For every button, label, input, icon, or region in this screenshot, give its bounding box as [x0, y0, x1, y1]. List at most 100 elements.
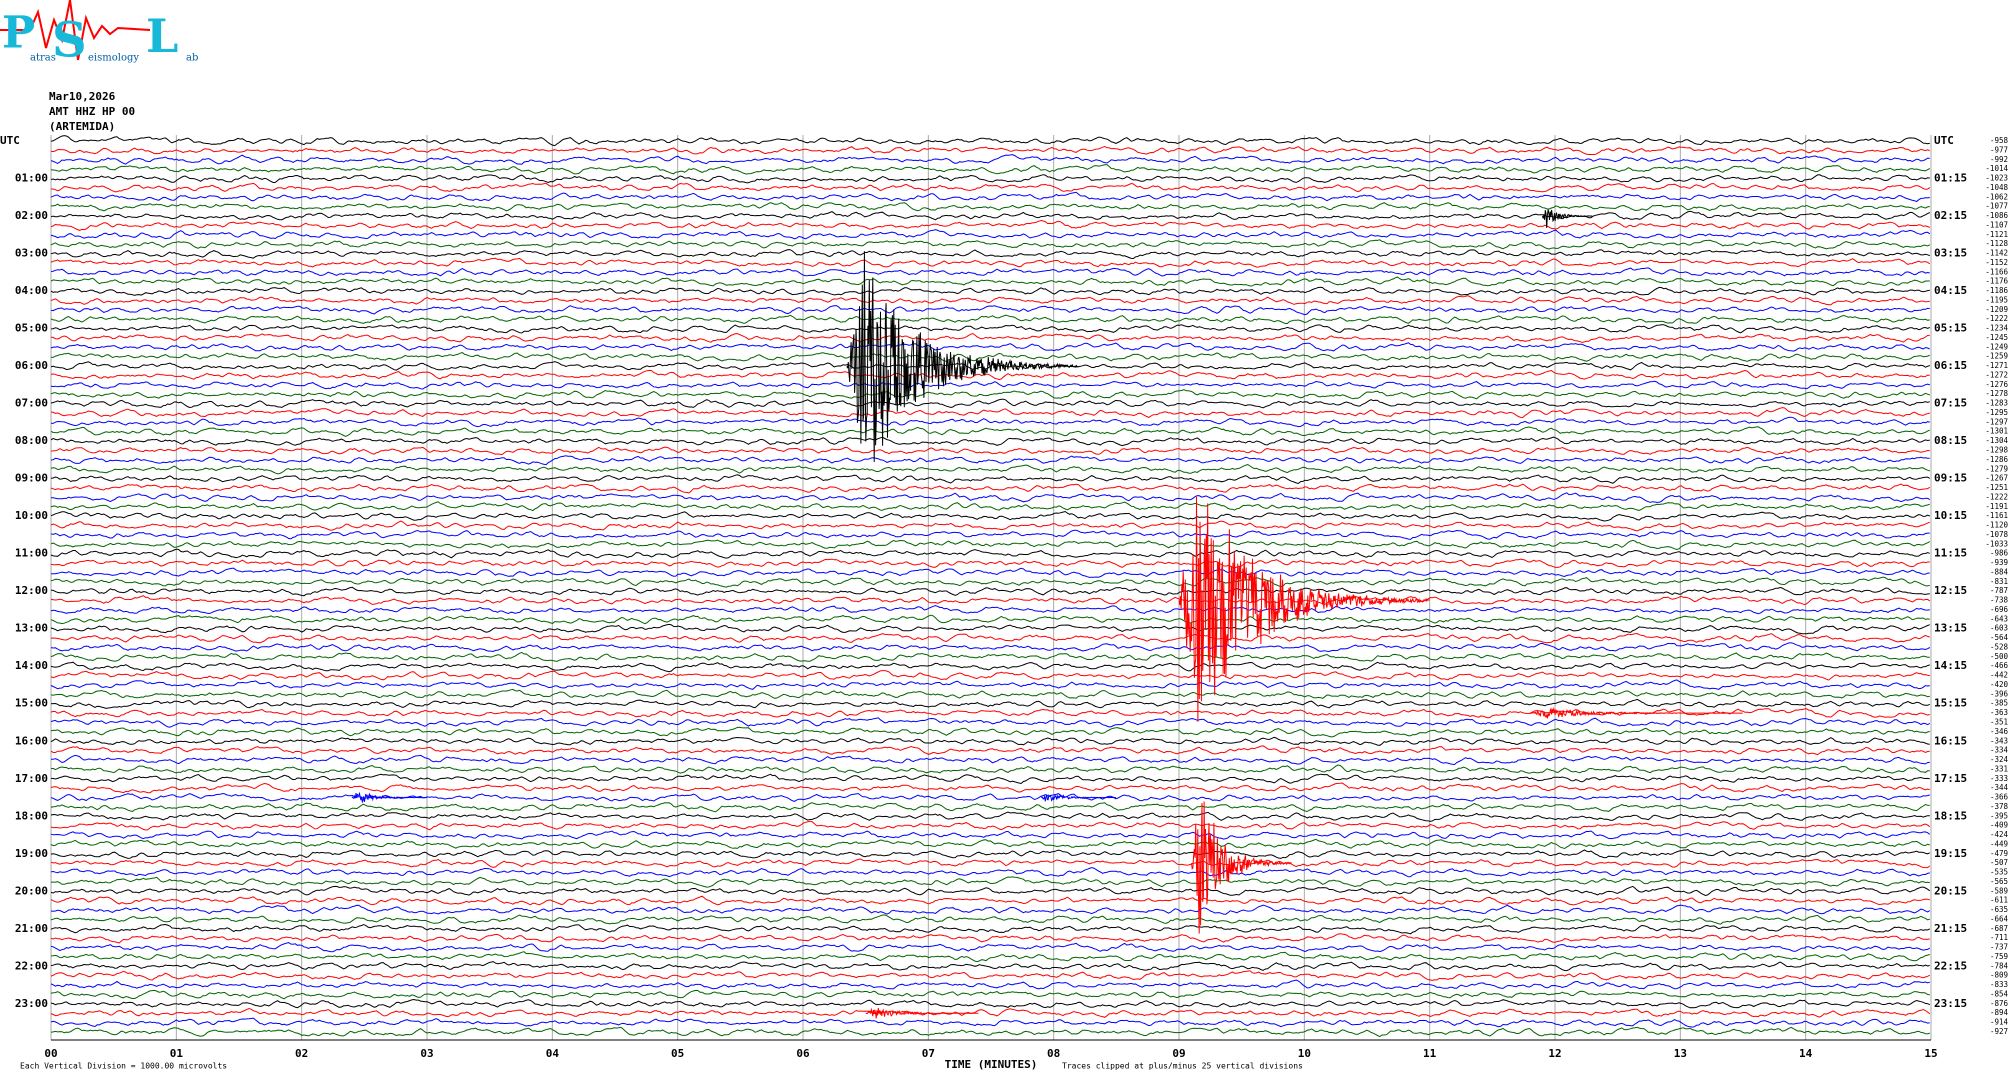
offset-label: -396: [1990, 689, 2009, 698]
trace: [50, 332, 1930, 343]
hour-label: 16:00: [15, 734, 48, 747]
trace: [50, 820, 1931, 831]
hour-label: 08:00: [15, 434, 48, 447]
seismic-event: [351, 791, 427, 804]
offset-label: -958: [1990, 136, 2009, 145]
offset-label: -1161: [1985, 511, 2008, 520]
offset-label: -876: [1990, 999, 2009, 1008]
x-tick-label: 06: [796, 1047, 810, 1060]
trace: [50, 726, 1930, 738]
trace: [50, 1017, 1930, 1028]
trace: [50, 529, 1930, 540]
trace: [50, 802, 1930, 813]
x-tick-label: 12: [1548, 1047, 1561, 1060]
trace: [50, 416, 1930, 428]
offset-label: -507: [1990, 858, 2008, 867]
offset-label: -1121: [1985, 230, 2008, 239]
trace: [50, 229, 1931, 240]
trace: [50, 933, 1930, 944]
offset-label: -1120: [1985, 521, 2008, 530]
offset-label: -334: [1990, 746, 2009, 755]
hour-label: 19:00: [15, 847, 48, 860]
trace: [50, 135, 1930, 147]
offset-label: -687: [1990, 924, 2008, 933]
hour-label: 17:00: [15, 772, 48, 785]
x-tick-label: 01: [170, 1047, 184, 1060]
offset-label: -1295: [1985, 408, 2008, 417]
offset-label: -894: [1990, 1008, 2009, 1017]
trace: [50, 380, 1930, 390]
trace: [50, 492, 1931, 503]
trace: [50, 792, 1930, 802]
trace: [50, 210, 1931, 221]
hour-label: 12:15: [1934, 584, 1967, 597]
offset-label: -344: [1990, 783, 2009, 792]
offset-label: -696: [1990, 605, 2009, 614]
offset-label: -424: [1990, 830, 2009, 839]
offset-label: -784: [1990, 961, 2009, 970]
x-tick-label: 10: [1298, 1047, 1311, 1060]
x-tick-label: 05: [671, 1047, 684, 1060]
offset-label: -939: [1990, 558, 2008, 567]
seismic-event: [1191, 801, 1292, 934]
offset-label: -1142: [1985, 249, 2008, 258]
x-tick-label: 02: [295, 1047, 308, 1060]
offset-label: -1176: [1985, 277, 2008, 286]
date: Mar10,2026: [49, 90, 116, 103]
trace: [50, 501, 1930, 512]
trace: [50, 642, 1931, 653]
offset-label: -564: [1990, 633, 2009, 642]
hour-label: 15:00: [15, 697, 48, 710]
logo-word: eismology: [88, 53, 139, 64]
hour-label: 23:15: [1934, 997, 1967, 1010]
logo-letter: S: [52, 13, 87, 69]
offset-label: -1283: [1985, 399, 2008, 408]
hour-label: 10:00: [15, 509, 48, 522]
offset-label: -449: [1990, 839, 2008, 848]
offset-label: -1279: [1985, 464, 2008, 473]
trace: [50, 914, 1930, 925]
offset-label: -466: [1990, 661, 2009, 670]
trace: [50, 352, 1930, 362]
trace: [50, 670, 1930, 681]
hour-label: 16:15: [1934, 734, 1967, 747]
seismic-event: [865, 1007, 979, 1019]
hour-label: 14:15: [1934, 659, 1967, 672]
offset-label: -603: [1990, 624, 2008, 633]
trace: [50, 219, 1931, 231]
hour-label: 13:00: [15, 622, 48, 635]
trace: [50, 483, 1931, 494]
offset-label: -1222: [1985, 492, 2008, 501]
offset-label: -1222: [1985, 314, 2008, 323]
trace: [50, 811, 1930, 822]
trace: [50, 736, 1930, 746]
offset-label: -1062: [1985, 192, 2008, 201]
trace: [50, 436, 1930, 447]
trace: [50, 717, 1931, 728]
offset-label: -1166: [1985, 267, 2008, 276]
trace: [50, 970, 1931, 981]
x-tick-label: 08: [1047, 1047, 1060, 1060]
logo-letter: P: [2, 8, 35, 59]
hour-label: 23:00: [15, 997, 48, 1010]
station: AMT HHZ HP 00: [49, 105, 135, 118]
trace: [50, 745, 1930, 756]
x-tick-label: 09: [1172, 1047, 1185, 1060]
hour-label: 12:00: [15, 584, 48, 597]
trace: [50, 464, 1930, 475]
trace: [50, 182, 1931, 193]
offset-label: -1245: [1985, 333, 2008, 342]
offset-label: -1077: [1985, 202, 2008, 211]
trace: [50, 305, 1930, 316]
offset-label: -378: [1990, 802, 2009, 811]
offset-label: -664: [1990, 914, 2009, 923]
offset-label: -611: [1990, 896, 2008, 905]
trace: [50, 389, 1930, 400]
trace: [50, 605, 1930, 615]
trace: [50, 754, 1930, 766]
hour-label: UTC: [0, 134, 20, 147]
trace: [50, 1026, 1930, 1038]
trace: [50, 539, 1931, 551]
offset-label: -324: [1990, 755, 2009, 764]
hour-label: UTC: [1934, 134, 1954, 147]
